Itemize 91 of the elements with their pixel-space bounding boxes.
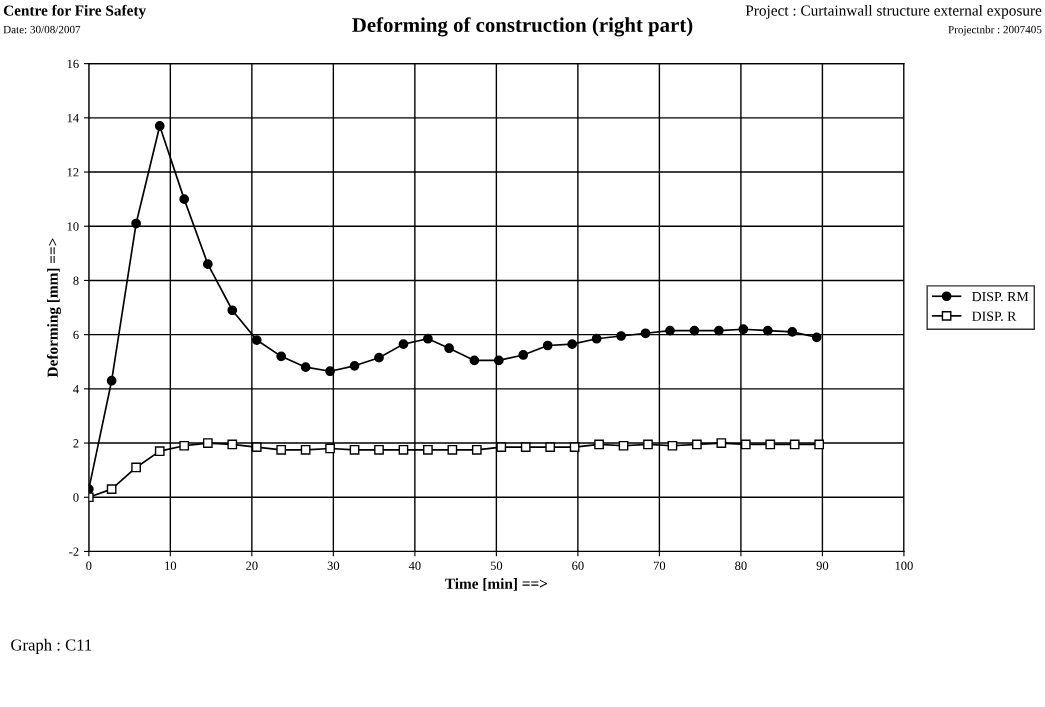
point [423,444,433,455]
point [202,438,213,448]
point [202,259,213,270]
x-tick-label: 0 [86,561,92,570]
point [738,324,749,335]
point [814,439,825,450]
x-tick-label: 90 [816,561,829,570]
point [179,194,190,205]
point [787,327,798,337]
point [618,440,629,451]
point [496,442,507,452]
x-tick-label: 60 [572,561,584,570]
point [692,439,702,450]
point [594,439,604,450]
point [471,444,482,455]
point [518,350,529,360]
point [154,446,165,457]
point [469,355,480,366]
point [520,442,531,452]
text: Projectnbr : 2007405 [948,25,1042,36]
point [349,444,360,455]
point [493,355,504,366]
text: Date: 30/08/2007 [3,25,81,34]
point [811,332,822,343]
point [762,325,773,336]
point [325,366,335,377]
point [276,351,287,362]
legend-label: DISP. R [972,311,1017,321]
point [716,438,727,448]
y-tick-label: 6 [73,330,79,340]
point [276,444,287,455]
y-tick-label: 8 [73,276,79,285]
x-tick-label: 50 [490,561,503,570]
point [643,439,653,450]
point [591,333,602,344]
point [179,440,190,451]
point [640,328,651,339]
point [227,305,238,316]
point [349,360,360,371]
point [569,442,580,452]
point [374,352,384,363]
point [251,335,262,345]
point [567,339,578,349]
point [714,325,724,336]
point [545,442,556,452]
point [251,442,262,452]
x-axis-title: Time [min] ==> [445,578,548,591]
y-tick-label: 2 [73,439,79,448]
y-tick-label: 0 [73,493,79,502]
chart-title: Deforming of construction (right part) [352,17,693,37]
point [300,444,311,455]
x-tick-label: 10 [165,561,177,570]
point [765,439,776,450]
y-tick-label: 14 [67,113,79,123]
y-tick-label: 10 [67,222,79,231]
x-tick-label: 30 [327,561,340,570]
x-tick-label: 40 [408,561,421,570]
point [227,439,238,450]
point [447,444,458,455]
point [398,339,409,349]
x-tick-label: 20 [246,561,258,570]
point [667,440,678,451]
point [423,333,433,344]
point [542,340,553,351]
y-tick-label: 4 [73,384,79,394]
point [325,443,335,454]
text: Centre for Fire Safety [3,4,146,19]
legend-label: DISP. RM [972,291,1029,302]
point [154,121,165,131]
y-tick-label: 16 [67,59,79,69]
point [789,439,800,450]
point [300,362,311,373]
y-axis-title: Deforming [mm] ==> [46,238,62,378]
x-tick-label: 80 [735,561,747,570]
point [131,462,141,473]
point [740,439,751,450]
x-tick-label: 70 [653,561,666,570]
text: Project : Curtainwall structure external exposure [745,4,1042,19]
point [106,484,117,494]
point [444,343,454,354]
point [131,218,141,229]
point [689,325,700,336]
x-tick-label: 100 [895,561,913,570]
y-tick-label: -2 [69,547,79,556]
text: Graph : C11 [11,638,92,654]
point [616,331,626,341]
point [665,325,675,336]
point [398,444,409,455]
y-tick-label: 12 [67,168,79,177]
point [106,375,117,386]
point [374,444,384,455]
